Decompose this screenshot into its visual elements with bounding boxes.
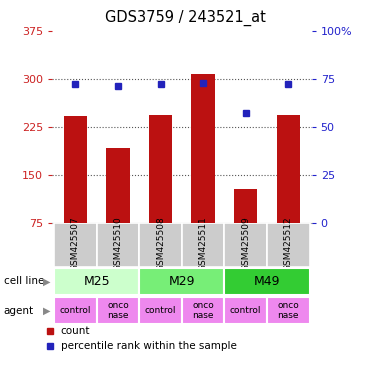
Text: percentile rank within the sample: percentile rank within the sample (60, 341, 236, 351)
Bar (224, 223, 267, 267)
Bar (267, 223, 309, 267)
Bar (139, 223, 182, 267)
Text: count: count (60, 326, 90, 336)
Text: control: control (145, 306, 176, 315)
Bar (234, 189, 257, 223)
Text: GSM425511: GSM425511 (198, 217, 208, 271)
Text: onco
nase: onco nase (278, 301, 299, 320)
Text: GDS3759 / 243521_at: GDS3759 / 243521_at (105, 10, 266, 26)
Bar (54, 268, 139, 295)
Bar (96, 297, 139, 324)
Bar (149, 114, 172, 223)
Bar (182, 297, 224, 324)
Bar (64, 116, 87, 223)
Text: ▶: ▶ (43, 276, 50, 286)
Text: GSM425509: GSM425509 (241, 217, 250, 271)
Text: control: control (230, 306, 262, 315)
Bar (54, 297, 96, 324)
Bar (224, 297, 267, 324)
Text: GSM425508: GSM425508 (156, 217, 165, 271)
Bar (267, 297, 309, 324)
Text: GSM425510: GSM425510 (114, 217, 122, 271)
Bar (139, 268, 224, 295)
Text: control: control (60, 306, 91, 315)
Bar (139, 297, 182, 324)
Text: GSM425512: GSM425512 (284, 217, 293, 271)
Text: M25: M25 (83, 275, 110, 288)
Bar (96, 223, 139, 267)
Bar (191, 74, 215, 223)
Bar (54, 223, 96, 267)
Text: GSM425507: GSM425507 (71, 217, 80, 271)
Text: M29: M29 (168, 275, 195, 288)
Bar (276, 115, 300, 223)
Text: M49: M49 (254, 275, 280, 288)
Text: onco
nase: onco nase (192, 301, 214, 320)
Bar (182, 223, 224, 267)
Text: cell line: cell line (4, 276, 44, 286)
Bar (106, 148, 129, 223)
Text: onco
nase: onco nase (107, 301, 129, 320)
Bar (224, 268, 309, 295)
Text: ▶: ▶ (43, 306, 50, 316)
Text: agent: agent (4, 306, 34, 316)
